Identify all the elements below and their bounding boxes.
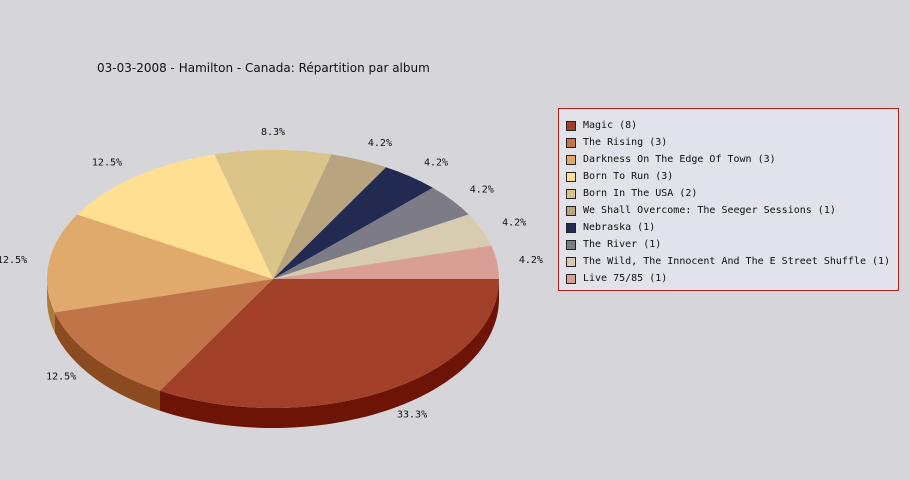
- legend-swatch: [566, 137, 576, 148]
- pie-tops: [46, 149, 499, 409]
- pie-label-8: 4.2%: [502, 218, 526, 229]
- pie-slice-6: [273, 167, 433, 279]
- legend-item-5: We Shall Overcome: The Seeger Sessions (…: [559, 202, 898, 219]
- legend-label: The Rising (3): [583, 137, 668, 148]
- legend-swatch: [566, 239, 576, 250]
- legend-label: Darkness On The Edge Of Town (3): [583, 154, 776, 165]
- pie-label-1: 12.5%: [46, 371, 76, 382]
- legend-swatch: [566, 256, 576, 267]
- pie-slice-7: [273, 187, 469, 279]
- legend-item-8: The Wild, The Innocent And The E Street …: [559, 253, 898, 270]
- pie-sides: [47, 279, 499, 428]
- pie-label-5: 4.2%: [368, 138, 392, 149]
- pie-label-3: 12.5%: [92, 157, 122, 168]
- legend-label: We Shall Overcome: The Seeger Sessions (…: [583, 205, 836, 216]
- legend-swatch: [566, 154, 576, 165]
- legend-swatch: [566, 273, 576, 284]
- pie-labels: 33.3% 12.5% 12.5% 12.5% 8.3% 4.2% 4.2% 4.2% 4.2%…: [0, 127, 543, 420]
- pie-slice-3: [77, 154, 273, 279]
- legend-item-9: Live 75/85 (1): [559, 270, 898, 287]
- legend-label: Magic (8): [583, 120, 638, 131]
- legend-swatch: [566, 222, 576, 233]
- pie-slice-9: [273, 245, 499, 279]
- pie-side-2: [47, 279, 55, 333]
- pie-slice-1: [54, 279, 274, 391]
- pie-side-0: [160, 279, 499, 428]
- pie-label-9: 4.2%: [519, 255, 543, 266]
- pie-slice-0: [160, 279, 499, 409]
- pie-label-6: 4.2%: [424, 157, 448, 168]
- legend-swatch: [566, 171, 576, 182]
- legend-label: Born To Run (3): [583, 171, 674, 182]
- legend-label: Born In The USA (2): [583, 188, 698, 199]
- legend-swatch: [566, 120, 576, 131]
- legend-item-6: Nebraska (1): [559, 219, 898, 236]
- legend-label: The River (1): [583, 239, 662, 250]
- legend-item-7: The River (1): [559, 236, 898, 253]
- pie-slice-5: [273, 154, 386, 279]
- pie-label-2: 12.5%: [0, 255, 27, 266]
- chart-title: 03-03-2008 - Hamilton - Canada: Répartit…: [97, 61, 430, 75]
- pie-side-1: [54, 312, 161, 411]
- pie-slice-8: [273, 214, 492, 279]
- legend-label: Live 75/85 (1): [583, 273, 668, 284]
- legend-item-1: The Rising (3): [559, 134, 898, 151]
- legend-item-0: Magic (8): [559, 117, 898, 134]
- pie-label-0: 33.3%: [397, 409, 427, 420]
- legend-item-3: Born To Run (3): [559, 168, 898, 185]
- legend-swatch: [566, 188, 576, 199]
- legend-label: Nebraska (1): [583, 222, 656, 233]
- pie-label-7: 4.2%: [470, 185, 494, 196]
- legend-item-4: Born In The USA (2): [559, 185, 898, 202]
- pie-slice-4: [214, 149, 332, 279]
- pie-label-4: 8.3%: [261, 127, 285, 138]
- legend-swatch: [566, 205, 576, 216]
- legend-label: The Wild, The Innocent And The E Street …: [583, 256, 891, 267]
- pie-slice-2: [46, 214, 274, 313]
- legend-item-2: Darkness On The Edge Of Town (3): [559, 151, 898, 168]
- legend: Magic (8) The Rising (3) Darkness On The E…: [558, 108, 899, 291]
